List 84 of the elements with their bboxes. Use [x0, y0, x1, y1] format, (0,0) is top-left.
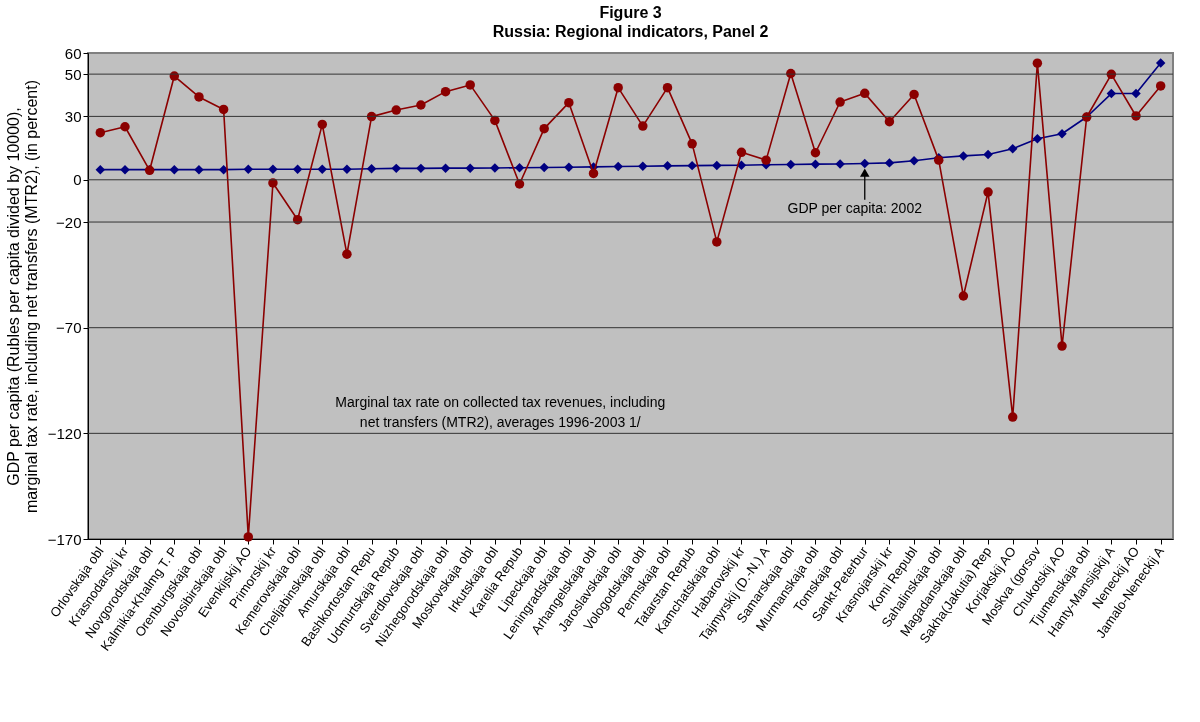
point [638, 161, 648, 171]
y-tick-label: −120 [47, 424, 82, 442]
point [564, 97, 574, 108]
point [909, 89, 919, 100]
point [391, 163, 401, 174]
point [194, 164, 204, 175]
point [810, 159, 821, 169]
point [465, 163, 475, 173]
point [416, 163, 426, 174]
point [1007, 412, 1018, 422]
point [292, 164, 303, 174]
point [909, 156, 919, 166]
point [588, 168, 599, 179]
point [317, 164, 327, 174]
point [1007, 143, 1018, 154]
y-tick-label: 0 [73, 171, 82, 189]
y-tick-label: −20 [56, 213, 82, 231]
point [1131, 88, 1141, 99]
point [366, 164, 377, 174]
point [662, 161, 673, 171]
point [638, 121, 648, 131]
y-axis-title: GDP per capita (Rubles per capita divided by 10000), marginal tax rate, including net transfers (MTR2), (in percent) [4, 79, 40, 514]
point [120, 164, 130, 175]
point [243, 164, 254, 174]
y-tick-label: 60 [64, 44, 82, 62]
annotation: GDP per capita: 2002 [787, 199, 923, 216]
point [243, 532, 254, 542]
point [736, 160, 747, 170]
point [712, 237, 722, 247]
chart-title: Figure 3 [599, 4, 662, 21]
point [1057, 128, 1067, 139]
point [1057, 341, 1067, 351]
point [1032, 134, 1043, 144]
point [342, 164, 352, 174]
point [268, 164, 278, 174]
point [194, 92, 204, 102]
point [860, 158, 870, 169]
point [440, 163, 451, 173]
point [1032, 58, 1043, 68]
point [736, 147, 747, 158]
point [860, 88, 870, 99]
annotation: Marginal tax rate on collected tax revenues, including net transfers (MTR2), averages 1996-2003 1/ [335, 393, 666, 430]
point [95, 127, 106, 138]
point [342, 249, 352, 259]
point [884, 158, 895, 168]
point [1106, 88, 1117, 99]
point [514, 179, 525, 189]
y-tick-label: 50 [64, 65, 82, 83]
point [440, 86, 451, 97]
point [564, 162, 574, 173]
point [514, 163, 525, 173]
point [613, 161, 623, 172]
point [712, 160, 722, 171]
point [761, 155, 771, 165]
point [490, 115, 500, 126]
point [662, 82, 673, 93]
point [391, 105, 401, 115]
point [810, 148, 821, 158]
point [983, 149, 993, 160]
point [958, 291, 969, 301]
point [1155, 58, 1166, 68]
chart-subtitle: Russia: Regional indicators, Panel 2 [492, 23, 769, 40]
point [613, 82, 623, 93]
point [983, 187, 993, 197]
point [884, 116, 895, 127]
point [268, 178, 278, 188]
point [317, 119, 327, 130]
point [687, 139, 697, 149]
point [120, 122, 130, 132]
point [539, 123, 549, 134]
point [539, 162, 549, 173]
point [95, 164, 106, 175]
y-tick-label: −170 [47, 530, 82, 548]
point [786, 159, 796, 170]
point [1155, 81, 1166, 91]
point [835, 97, 845, 107]
y-tick-label: −70 [56, 319, 82, 337]
point [416, 100, 426, 110]
point [465, 80, 475, 90]
y-tick-label: 30 [64, 107, 82, 125]
point [958, 151, 969, 161]
point [218, 104, 229, 115]
point [687, 160, 697, 171]
point [169, 164, 180, 175]
